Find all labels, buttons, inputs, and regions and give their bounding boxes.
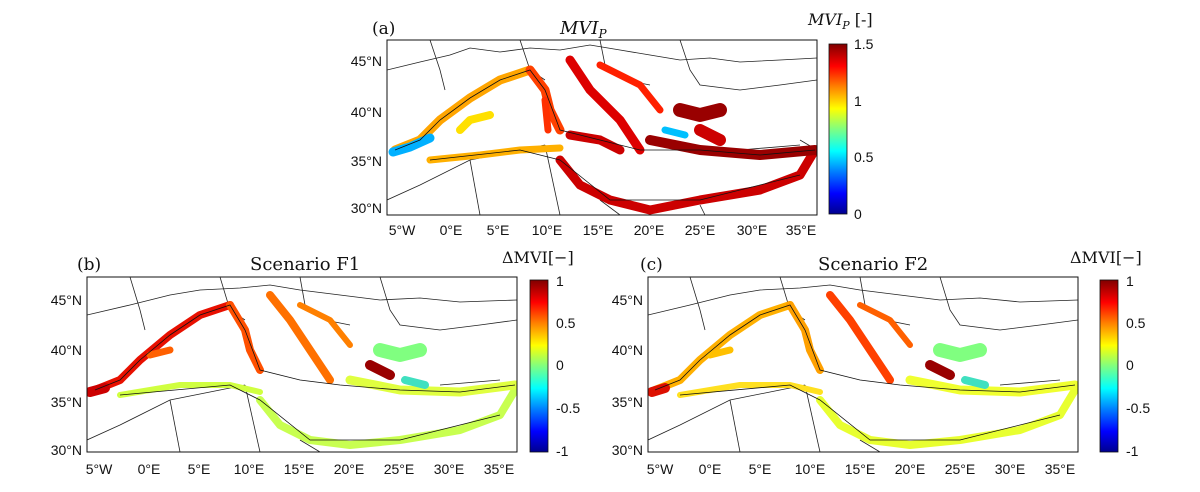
panel-c-letter: (c) [640,255,663,275]
map-a-lat-ticks: 45°N 40°N 35°N 30°N [351,53,382,216]
colorbar-tick: -1 [1126,443,1139,459]
colorbar-tick: 1 [1126,273,1134,289]
colorbar-tick: 0 [556,357,564,373]
colorbar-tick: 1.5 [854,36,874,52]
lon-tick: 5°W [389,222,416,238]
lon-tick: 15°E [583,222,614,238]
lat-tick: 35°N [612,394,643,410]
lon-tick: 20°E [895,461,926,477]
panel-c: (c) Scenario F2 [612,248,1151,477]
colorbar-tick: 1 [854,93,862,109]
lon-tick: 25°E [384,461,415,477]
map-c-borders [648,277,1078,452]
lat-tick: 30°N [351,200,382,216]
panel-b-letter: (b) [77,255,101,275]
map-a-coastline [394,69,816,201]
map-c [648,277,1078,452]
lon-tick: 35°E [484,461,515,477]
lat-tick: 40°N [612,342,643,358]
lon-tick: 25°E [685,222,716,238]
map-b-coastline [94,304,516,441]
map-c-lat-ticks: 45°N 40°N 35°N 30°N [612,292,643,458]
lon-tick: 10°E [234,461,265,477]
lat-tick: 40°N [51,342,82,358]
colorbar-b [529,279,549,453]
colorbar-tick: 0.5 [1126,315,1146,331]
lat-tick: 30°N [612,442,643,458]
panel-a: (a) MVIP [351,10,874,238]
colorbar-c [1099,279,1119,453]
map-c-frame [647,276,1079,453]
colorbar-tick: 0 [1126,357,1134,373]
colorbar-b-title: ΔMVI[−] [502,248,574,267]
lon-tick: 5°E [188,461,211,477]
lon-tick: 10°E [532,222,563,238]
map-b-lat-ticks: 45°N 40°N 35°N 30°N [51,292,82,458]
lon-tick: 30°E [434,461,465,477]
panel-b-title: Scenario F1 [250,254,360,275]
lon-tick: 15°E [845,461,876,477]
lon-tick: 0°E [440,222,463,238]
lat-tick: 45°N [351,53,382,69]
map-c-lon-ticks: 5°W 0°E 5°E 10°E 15°E 20°E 25°E 30°E 35°… [647,461,1076,477]
colorbar-tick: 0 [854,206,862,222]
lat-tick: 35°N [351,153,382,169]
lon-tick: 0°E [138,461,161,477]
map-a-lon-ticks: 5°W 0°E 5°E 10°E 15°E 20°E 25°E 30°E 35°… [389,222,817,238]
panel-a-letter: (a) [372,19,395,39]
panel-a-title: MVIP [559,18,608,41]
panel-c-title: Scenario F2 [818,254,928,275]
lon-tick: 30°E [737,222,768,238]
colorbar-a-title: MVIP [-] [807,10,873,32]
lon-tick: 25°E [945,461,976,477]
lon-tick: 5°W [86,461,113,477]
lat-tick: 45°N [51,292,82,308]
panel-b: (b) Scenario F1 [51,248,581,477]
lon-tick: 20°E [634,222,665,238]
map-a-frame [386,39,818,216]
colorbar-a [828,43,848,215]
lon-tick: 30°E [995,461,1026,477]
map-b [87,277,517,452]
colorbar-tick: 0.5 [854,149,874,165]
lon-tick: 0°E [699,461,722,477]
colorbar-tick: -1 [556,443,569,459]
lat-tick: 30°N [51,442,82,458]
colorbar-tick: 1 [556,273,564,289]
colorbar-tick: -0.5 [1126,400,1150,416]
lat-tick: 40°N [351,104,382,120]
lon-tick: 20°E [334,461,365,477]
colorbar-c-title: ΔMVI[−] [1070,248,1142,267]
map-b-frame [86,276,518,453]
lon-tick: 5°E [487,222,510,238]
map-c-coastline [654,304,1076,441]
lon-tick: 5°W [647,461,674,477]
lat-tick: 35°N [51,394,82,410]
colorbar-tick: 0.5 [556,315,576,331]
lat-tick: 45°N [612,292,643,308]
map-b-lon-ticks: 5°W 0°E 5°E 10°E 15°E 20°E 25°E 30°E 35°… [86,461,515,477]
map-a [387,40,817,215]
lon-tick: 5°E [749,461,772,477]
lon-tick: 35°E [786,222,817,238]
lon-tick: 15°E [284,461,315,477]
colorbar-tick: -0.5 [556,400,580,416]
lon-tick: 35°E [1045,461,1076,477]
lon-tick: 10°E [795,461,826,477]
